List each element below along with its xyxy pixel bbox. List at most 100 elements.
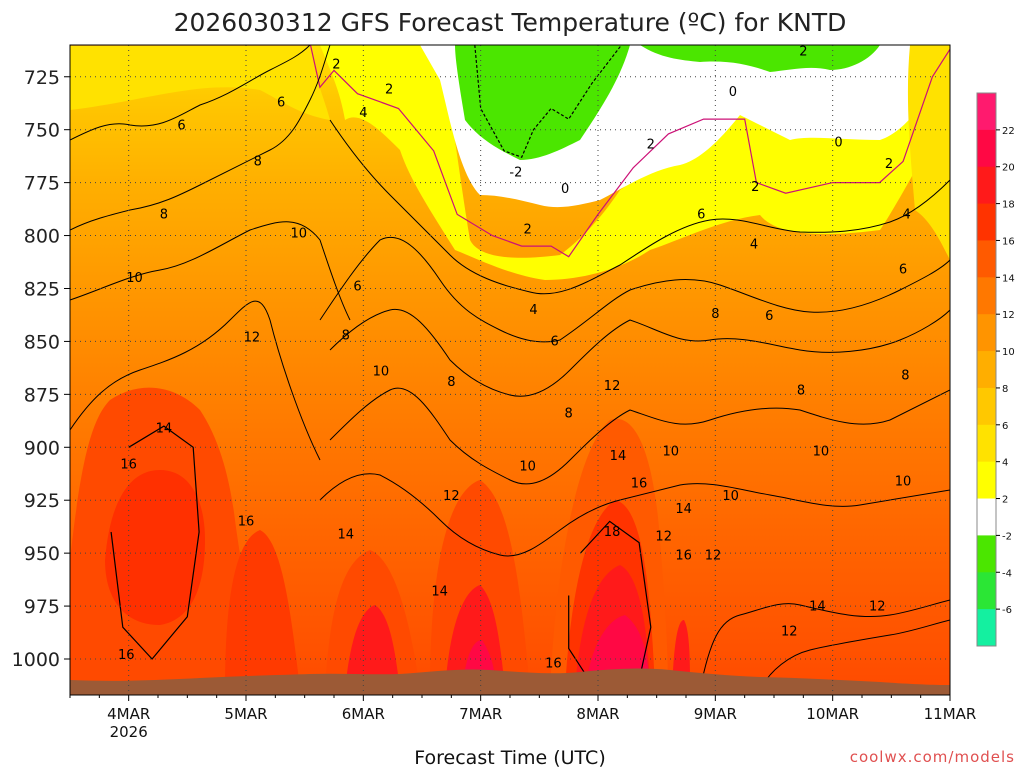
x-tick-label: 9MAR: [694, 705, 737, 723]
legend-swatch: [977, 166, 996, 205]
legend-swatch: [977, 129, 996, 168]
contour-label: 12: [655, 529, 672, 544]
contour-label: 16: [238, 515, 255, 530]
contour-line: [70, 45, 311, 141]
band-green-right: [640, 45, 880, 72]
legend-label: 2: [1002, 495, 1008, 506]
contour-label: 16: [631, 477, 648, 492]
chart-title: 2026030312 GFS Forecast Temperature (ºC)…: [174, 8, 847, 37]
contour-label: 12: [869, 599, 886, 614]
x-tick-label: 6MAR: [342, 705, 385, 723]
contour-line: [70, 221, 351, 321]
y-tick-label: 975: [24, 596, 60, 618]
grid-lines: [70, 45, 950, 695]
band-red-mid: [345, 605, 400, 690]
x-tick-label: 10MAR: [806, 705, 859, 723]
contour-line: [329, 387, 950, 485]
contour-label: 4: [529, 303, 537, 318]
y-tick-label: 1000: [12, 649, 60, 671]
contour-line: [70, 300, 321, 461]
color-legend: 22 20 18 16 14 12 10 8 6 4 2 -2 -4 -6: [976, 92, 1015, 647]
isotherm-line: [474, 45, 622, 158]
contour-label: 14: [610, 449, 627, 464]
contour-label: 2: [751, 180, 759, 195]
legend-swatch: [977, 387, 996, 426]
legend-swatch: [977, 240, 996, 278]
contour-label: 2: [799, 45, 807, 60]
y-tick-label: 925: [24, 490, 60, 512]
y-tick-label: 750: [24, 120, 60, 142]
legend-swatch: [977, 572, 996, 610]
contour-label: 10: [519, 460, 536, 475]
contour-label: 6: [353, 280, 361, 295]
contour-label: 2: [385, 83, 393, 98]
contour-label: 16: [120, 457, 137, 472]
legend-label: 10: [1002, 347, 1015, 358]
legend-label: 16: [1002, 236, 1015, 247]
contour-label: 8: [447, 375, 455, 390]
band-green-cold: [455, 45, 630, 160]
band-cool-top-left: [70, 45, 330, 120]
contour-label: 4: [902, 208, 910, 223]
contour-label: 8: [342, 328, 350, 343]
contour-label: 12: [781, 625, 798, 640]
x-tick-label: 11MAR: [924, 705, 977, 723]
legend-label: 14: [1002, 273, 1015, 284]
contour-label: 6: [177, 119, 185, 134]
contour-label: 4: [359, 106, 367, 121]
x-tick-label: 4MAR: [107, 705, 150, 723]
isotherm-line: [110, 425, 200, 660]
contour-label: 10: [291, 227, 308, 242]
contour-label: 10: [813, 445, 830, 460]
legend-swatch: [977, 351, 996, 389]
contour-label: 2: [647, 138, 655, 153]
legend-label: -4: [1002, 568, 1012, 579]
y-tick-label: 800: [24, 226, 60, 248]
contour-label: 14: [809, 599, 826, 614]
legend-label: 18: [1002, 200, 1015, 211]
legend-label: 20: [1002, 163, 1015, 174]
contour-label: 6: [550, 335, 558, 350]
contour-label: 10: [373, 364, 390, 379]
legend-swatch: [977, 277, 996, 315]
x-tick-label: 7MAR: [459, 705, 502, 723]
contour-label: 18: [604, 525, 621, 540]
legend-frame: [976, 92, 997, 647]
ground-terrain: [70, 668, 950, 695]
contour-label: 12: [244, 330, 261, 345]
contour-line: [319, 473, 950, 557]
contour-label: 10: [126, 271, 143, 286]
contour-label: 4: [750, 237, 758, 252]
y-tick-label: 725: [24, 67, 60, 89]
contour-label: 8: [565, 407, 573, 422]
contour-label: 16: [675, 548, 692, 563]
contour-label: 12: [604, 379, 621, 394]
contour-label: 14: [675, 502, 692, 517]
contour-label: 6: [277, 95, 285, 110]
legend-swatch: [977, 93, 996, 131]
contour-line: [699, 599, 950, 691]
contour-label: 6: [765, 309, 773, 324]
y-tick-label: 875: [24, 384, 60, 406]
legend-swatch: [977, 461, 996, 500]
x-tick-label: 5MAR: [224, 705, 267, 723]
contour-label: 10: [895, 474, 912, 489]
legend-swatch: [977, 535, 996, 573]
contour-label: 6: [697, 208, 705, 223]
legend-swatch: [977, 203, 996, 241]
y-tick-label: 850: [24, 331, 60, 353]
legend-label: -2: [1002, 531, 1012, 542]
x-tick-label: 8MAR: [576, 705, 619, 723]
legend-label: 22: [1002, 126, 1015, 137]
contour-label: 6: [899, 263, 907, 278]
contour-label: 8: [160, 208, 168, 223]
x-axis-label: Forecast Time (UTC): [414, 747, 605, 768]
contour-line: [759, 619, 950, 691]
contour-label: 2: [332, 57, 340, 72]
contour-label: -2: [509, 165, 522, 180]
legend-label: 12: [1002, 310, 1015, 321]
contour-label: 8: [254, 155, 262, 170]
band-warm-center: [225, 530, 300, 690]
